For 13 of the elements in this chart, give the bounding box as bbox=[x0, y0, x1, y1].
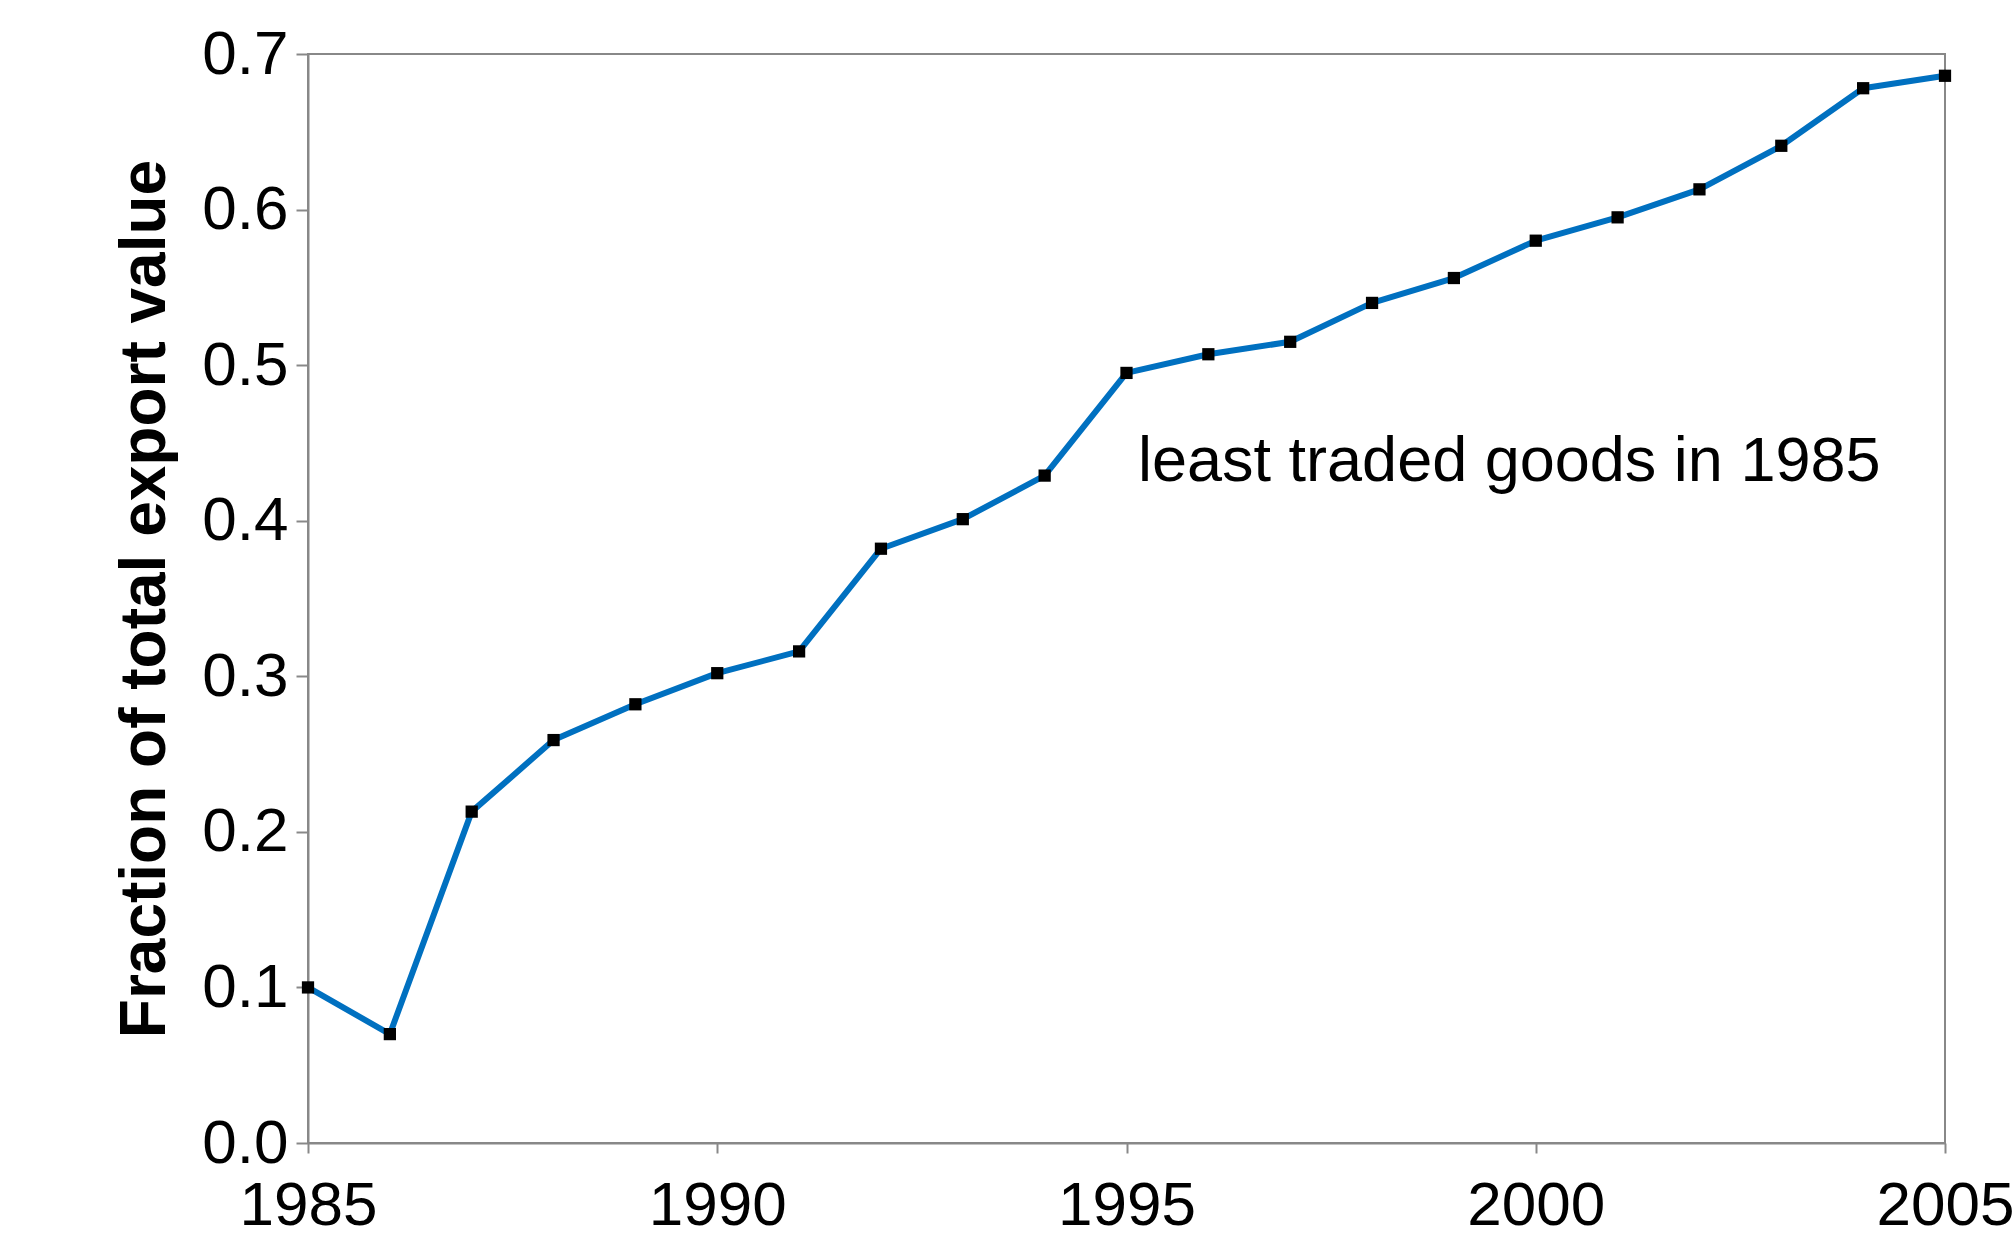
x-tick-label: 1990 bbox=[648, 1168, 787, 1238]
y-tick-label: 0.7 bbox=[202, 17, 289, 87]
y-tick-label: 0.4 bbox=[202, 484, 289, 554]
y-tick-label: 0.6 bbox=[202, 173, 289, 243]
x-tick-label: 2005 bbox=[1876, 1168, 2013, 1238]
y-tick-label: 0.2 bbox=[202, 795, 289, 865]
x-tick-label: 1995 bbox=[1058, 1168, 1196, 1238]
y-tick-label: 0.1 bbox=[202, 950, 289, 1020]
x-tick-label: 2000 bbox=[1467, 1168, 1606, 1238]
series-label: least traded goods in 1985 bbox=[1138, 424, 1881, 494]
y-tick-label: 0.3 bbox=[202, 639, 289, 709]
y-tick-label: 0.5 bbox=[202, 328, 289, 398]
y-axis-title: Fraction of total export value bbox=[107, 159, 180, 1039]
